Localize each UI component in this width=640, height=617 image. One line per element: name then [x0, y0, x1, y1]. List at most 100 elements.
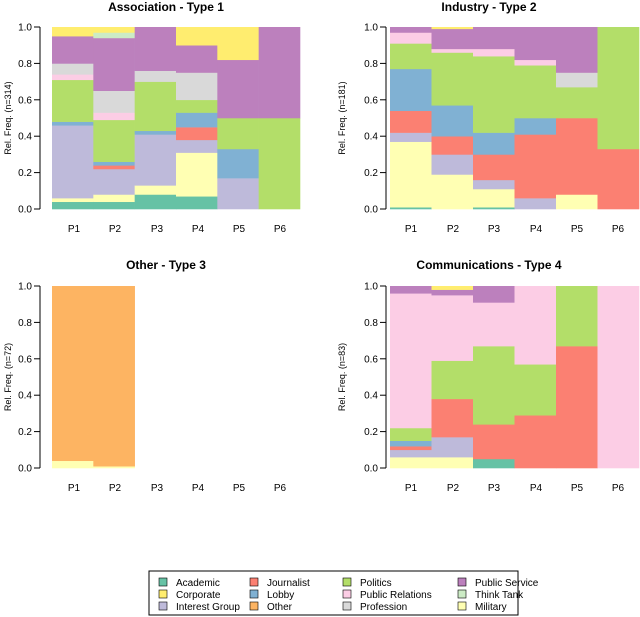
bar-segment [514, 415, 557, 469]
chart-title: Other - Type 3 [126, 258, 206, 272]
bar-segment [390, 207, 432, 210]
bar-segment [514, 59, 557, 66]
bar-segment [176, 112, 218, 128]
chart-other-type-3: Other - Type 3 Rel. Freq. (n=72) 0.0 0.2… [3, 258, 287, 494]
bar-segment [390, 43, 432, 70]
y-tick-label: 0.0 [18, 205, 32, 216]
bar-segment [431, 289, 474, 296]
bar-segment [93, 37, 135, 91]
bar-segment [390, 68, 432, 112]
bar-segment [597, 148, 640, 210]
bar-segment [390, 32, 432, 44]
bar-segment [52, 27, 94, 37]
bar-segment [52, 198, 94, 203]
bar-segment [93, 161, 135, 166]
bar-segment [556, 118, 598, 195]
y-tick-label: 0.2 [364, 168, 378, 179]
bar-segment [134, 70, 177, 82]
bar-segment [93, 194, 135, 203]
bar-segment [93, 119, 135, 162]
y-tick-label: 0.0 [364, 464, 378, 475]
legend-label: Military [475, 602, 507, 613]
bar-segment [52, 121, 94, 126]
y-axis-label: Rel. Freq. (n=181) [337, 81, 347, 154]
legend-label: Think Tank [475, 590, 524, 601]
y-tick-label: 1.0 [18, 282, 32, 293]
x-tick-label: P1 [68, 224, 81, 235]
bar-segment [556, 346, 598, 469]
y-axis: 0.0 0.2 0.4 0.6 0.8 1.0 [364, 282, 387, 475]
bar-segment [217, 27, 259, 61]
y-tick-label: 1.0 [364, 282, 378, 293]
bar-segment [431, 295, 474, 361]
y-tick-label: 0.4 [364, 132, 378, 143]
legend-swatch [342, 577, 352, 587]
legend-label: Interest Group [176, 602, 240, 613]
bar-segment [217, 178, 259, 210]
x-tick-label: P3 [151, 224, 164, 235]
legend-label: Public Service [475, 578, 539, 589]
bar-segment [52, 201, 94, 210]
x-axis: P1 P2 P3 P4 P5 P6 [405, 224, 625, 235]
x-axis: P1 P2 P3 P4 P5 P6 [68, 224, 287, 235]
y-axis-label: Rel. Freq. (n=72) [3, 343, 13, 411]
x-tick-label: P5 [233, 483, 246, 494]
bar-segment [390, 293, 432, 429]
bar-segment [431, 286, 474, 290]
y-tick-label: 0.0 [364, 205, 378, 216]
bar-segment [52, 79, 94, 122]
bar-segment [473, 132, 515, 155]
legend-swatch [158, 577, 168, 587]
bar-segment [390, 110, 432, 133]
bar-segment [258, 27, 301, 119]
legend-swatch [158, 589, 168, 599]
bar-segment [176, 127, 218, 141]
x-tick-label: P1 [405, 224, 418, 235]
x-tick-label: P1 [405, 483, 418, 494]
y-tick-label: 0.8 [364, 318, 378, 329]
bar-segment [93, 90, 135, 113]
legend-swatch [457, 589, 467, 599]
bar-segment [514, 286, 557, 365]
y-tick-label: 0.4 [364, 391, 378, 402]
bar-segment [556, 72, 598, 88]
bar-segment [473, 286, 515, 303]
x-tick-label: P5 [571, 483, 584, 494]
bar-segment [556, 87, 598, 119]
bar-segment [473, 346, 515, 425]
x-tick-label: P4 [192, 224, 205, 235]
legend-swatch [342, 589, 352, 599]
bar-segment [473, 179, 515, 190]
y-tick-label: 0.0 [18, 464, 32, 475]
bar-segment [473, 458, 515, 469]
chart-association-type-1: Association - Type 1 Rel. Freq. (n=314) … [3, 0, 301, 235]
bar-segment [473, 48, 515, 57]
bar-segment [431, 27, 474, 30]
bar-segment [390, 427, 432, 441]
bar-segment [514, 364, 557, 416]
bar-segment [93, 32, 135, 39]
bar-segment [473, 207, 515, 210]
bar-segment [176, 27, 218, 46]
bar-segment [431, 360, 474, 400]
legend-swatch [249, 577, 259, 587]
bar-segment [473, 302, 515, 347]
bar-segment [431, 174, 474, 210]
bar-segment [134, 130, 177, 135]
y-axis: 0.0 0.2 0.4 0.6 0.8 1.0 [364, 23, 387, 216]
bar-segment [431, 437, 474, 458]
y-tick-label: 0.4 [18, 132, 32, 143]
bar-segment [134, 81, 177, 132]
y-tick-label: 1.0 [18, 23, 32, 34]
bar-segment [390, 446, 432, 451]
y-tick-label: 0.8 [18, 318, 32, 329]
bar-segment [556, 286, 598, 347]
bar-segment [556, 194, 598, 210]
bar-segment [390, 286, 432, 294]
y-axis-label: Rel. Freq. (n=314) [3, 81, 13, 154]
y-tick-label: 0.8 [364, 59, 378, 70]
x-tick-label: P3 [488, 483, 501, 494]
bar-segment [431, 48, 474, 53]
bar-segment [514, 198, 557, 210]
x-tick-label: P4 [530, 224, 543, 235]
